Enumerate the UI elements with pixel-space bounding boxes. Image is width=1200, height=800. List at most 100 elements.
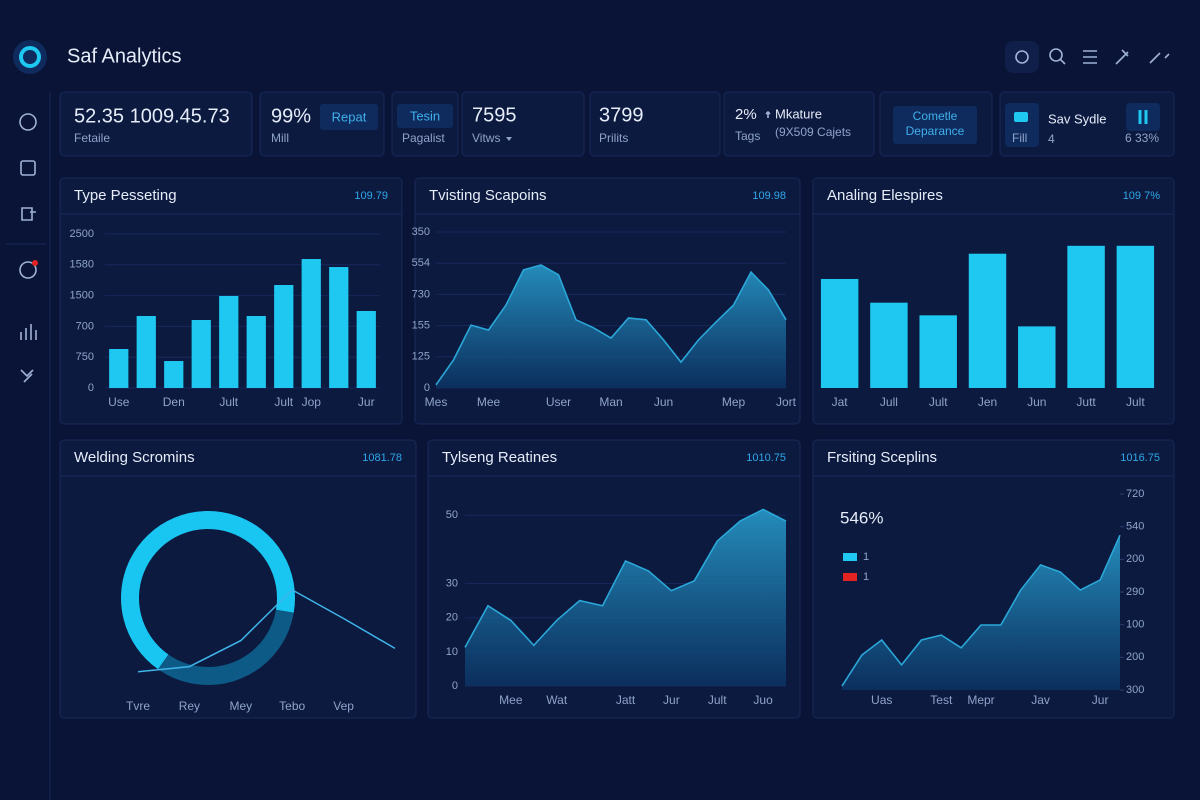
kpi-title: Sav Sydle bbox=[1048, 111, 1107, 126]
x-tick-label: Tebo bbox=[279, 699, 305, 713]
panel-badge: 1081.78 bbox=[362, 452, 402, 464]
bar bbox=[968, 253, 1007, 388]
button-label[interactable]: Repat bbox=[332, 109, 367, 124]
panel-badge: 109 7% bbox=[1123, 190, 1161, 202]
logo-mark bbox=[19, 46, 41, 68]
x-tick-label: Jult bbox=[219, 395, 238, 409]
panel-badge: 1010.75 bbox=[746, 452, 786, 464]
icon-button[interactable] bbox=[1005, 41, 1039, 73]
y-tick-label: 1580 bbox=[70, 259, 94, 271]
y-tick-label: 125 bbox=[412, 351, 430, 363]
kpi-title: Mkature bbox=[775, 106, 822, 121]
line bbox=[464, 508, 787, 648]
y-tick-label: 720 bbox=[1126, 488, 1144, 500]
nav-icon[interactable] bbox=[20, 160, 36, 176]
x-tick-label: Man bbox=[599, 395, 622, 409]
menu-icon[interactable] bbox=[1083, 50, 1097, 64]
nav-icon[interactable] bbox=[20, 324, 37, 340]
dropdown-caret[interactable] bbox=[506, 137, 512, 141]
kpi-label: Fetaile bbox=[74, 131, 110, 145]
area bbox=[465, 509, 786, 686]
button[interactable] bbox=[397, 104, 453, 128]
button-label[interactable]: Cometle bbox=[913, 109, 958, 123]
bar bbox=[1116, 245, 1155, 388]
panel-title: Frsiting Sceplins bbox=[827, 449, 937, 466]
x-tick-label: Jult bbox=[708, 693, 727, 707]
x-tick-label: Jun bbox=[1027, 395, 1046, 409]
kpi-card bbox=[461, 91, 585, 157]
legend-label: 1 bbox=[863, 571, 869, 583]
x-tick-label: Jur bbox=[358, 395, 375, 409]
y-tick-label: 200 bbox=[1126, 553, 1144, 565]
button[interactable] bbox=[893, 106, 977, 144]
kpi-subtitle: (9X509 Cajets bbox=[775, 125, 851, 139]
bar bbox=[1018, 326, 1056, 388]
nav-icon[interactable] bbox=[20, 369, 34, 383]
bar bbox=[274, 285, 294, 388]
bar bbox=[246, 315, 266, 388]
x-tick-label: Jop bbox=[302, 395, 322, 409]
x-tick-label: User bbox=[546, 395, 571, 409]
x-tick-label: Mepr bbox=[967, 693, 994, 707]
logo bbox=[13, 40, 47, 74]
x-tick-label: Rey bbox=[179, 699, 200, 713]
y-tick-label: 730 bbox=[412, 288, 430, 300]
kpi-value: 52.35 1009.45.73 bbox=[74, 105, 230, 127]
icon-tile[interactable] bbox=[1005, 103, 1039, 147]
button-label[interactable]: Tesin bbox=[410, 108, 440, 123]
x-tick-label: Jen bbox=[978, 395, 997, 409]
bar bbox=[870, 302, 908, 388]
line bbox=[841, 534, 1121, 687]
x-tick-label: Jutt bbox=[1076, 395, 1096, 409]
x-tick-label: Wat bbox=[546, 693, 568, 707]
y-tick-label: 1500 bbox=[70, 290, 94, 302]
button[interactable] bbox=[320, 104, 378, 130]
kpi-label: Mill bbox=[271, 131, 289, 145]
kpi-label: Vitws bbox=[472, 131, 500, 145]
x-tick-label: Jatt bbox=[616, 693, 636, 707]
kpi-card bbox=[723, 91, 875, 157]
x-tick-label: Mep bbox=[722, 395, 746, 409]
y-tick-label: 750 bbox=[76, 351, 94, 363]
x-tick-label: Jur bbox=[663, 693, 680, 707]
notification-dot bbox=[32, 260, 38, 266]
kpi-value: 3799 bbox=[599, 104, 644, 126]
area bbox=[842, 535, 1120, 690]
x-tick-label: Test bbox=[930, 693, 953, 707]
x-tick-label: Mes bbox=[425, 395, 448, 409]
x-tick-label: Jun bbox=[654, 395, 673, 409]
panel-badge: 109.79 bbox=[354, 190, 388, 202]
x-tick-label: Jull bbox=[880, 395, 898, 409]
kpi-label: Prilits bbox=[599, 131, 628, 145]
icon bbox=[1138, 110, 1148, 124]
bar bbox=[356, 311, 376, 388]
search-icon[interactable] bbox=[1049, 48, 1063, 62]
bar bbox=[301, 259, 321, 388]
x-tick-label: Tvre bbox=[126, 699, 150, 713]
pen-icon[interactable] bbox=[1115, 49, 1129, 65]
legend-swatch bbox=[843, 573, 857, 581]
y-tick-label: 155 bbox=[412, 320, 430, 332]
nav-icon[interactable] bbox=[21, 207, 36, 221]
y-tick-label: 100 bbox=[1126, 619, 1144, 631]
y-tick-label: 30 bbox=[446, 577, 458, 589]
icon-tile[interactable] bbox=[1126, 103, 1160, 131]
nav-icon[interactable] bbox=[19, 261, 37, 279]
y-tick-label: 200 bbox=[1126, 651, 1144, 663]
tool-icon[interactable] bbox=[1149, 52, 1170, 64]
nav-icon[interactable] bbox=[19, 113, 37, 131]
x-tick-label: Jult bbox=[929, 395, 948, 409]
button-label[interactable]: Deparance bbox=[906, 124, 965, 138]
y-tick-label: 300 bbox=[1126, 684, 1144, 696]
y-tick-label: 290 bbox=[1126, 586, 1144, 598]
bar bbox=[820, 278, 859, 388]
icon[interactable] bbox=[1015, 50, 1029, 64]
kpi-value: 2% bbox=[735, 106, 757, 123]
y-tick-label: 0 bbox=[424, 382, 430, 394]
x-tick-label: Jort bbox=[776, 395, 797, 409]
panel-title: Type Pesseting bbox=[74, 187, 177, 204]
y-tick-label: 0 bbox=[88, 382, 94, 394]
panel-title: Tylseng Reatines bbox=[442, 449, 557, 466]
